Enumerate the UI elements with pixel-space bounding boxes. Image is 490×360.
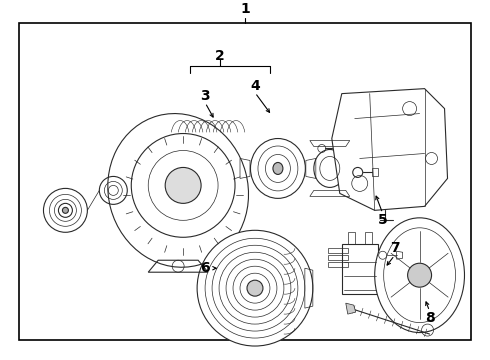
Ellipse shape: [314, 149, 346, 188]
Circle shape: [197, 230, 313, 346]
Text: 6: 6: [200, 261, 210, 275]
Circle shape: [62, 207, 69, 213]
Ellipse shape: [273, 162, 283, 175]
Polygon shape: [346, 303, 356, 314]
Ellipse shape: [250, 139, 305, 198]
Text: 3: 3: [200, 89, 210, 103]
Circle shape: [247, 280, 263, 296]
Text: 7: 7: [390, 241, 399, 255]
Circle shape: [131, 134, 235, 237]
Text: 8: 8: [425, 311, 435, 325]
Circle shape: [165, 167, 201, 203]
Circle shape: [408, 263, 432, 287]
Text: 1: 1: [240, 2, 250, 16]
Text: 2: 2: [215, 49, 225, 63]
Ellipse shape: [375, 218, 465, 333]
Polygon shape: [332, 89, 447, 210]
Polygon shape: [19, 23, 471, 340]
Circle shape: [148, 150, 218, 220]
Ellipse shape: [108, 113, 248, 267]
Polygon shape: [342, 244, 378, 294]
Text: 5: 5: [378, 213, 388, 227]
Text: 4: 4: [250, 78, 260, 93]
